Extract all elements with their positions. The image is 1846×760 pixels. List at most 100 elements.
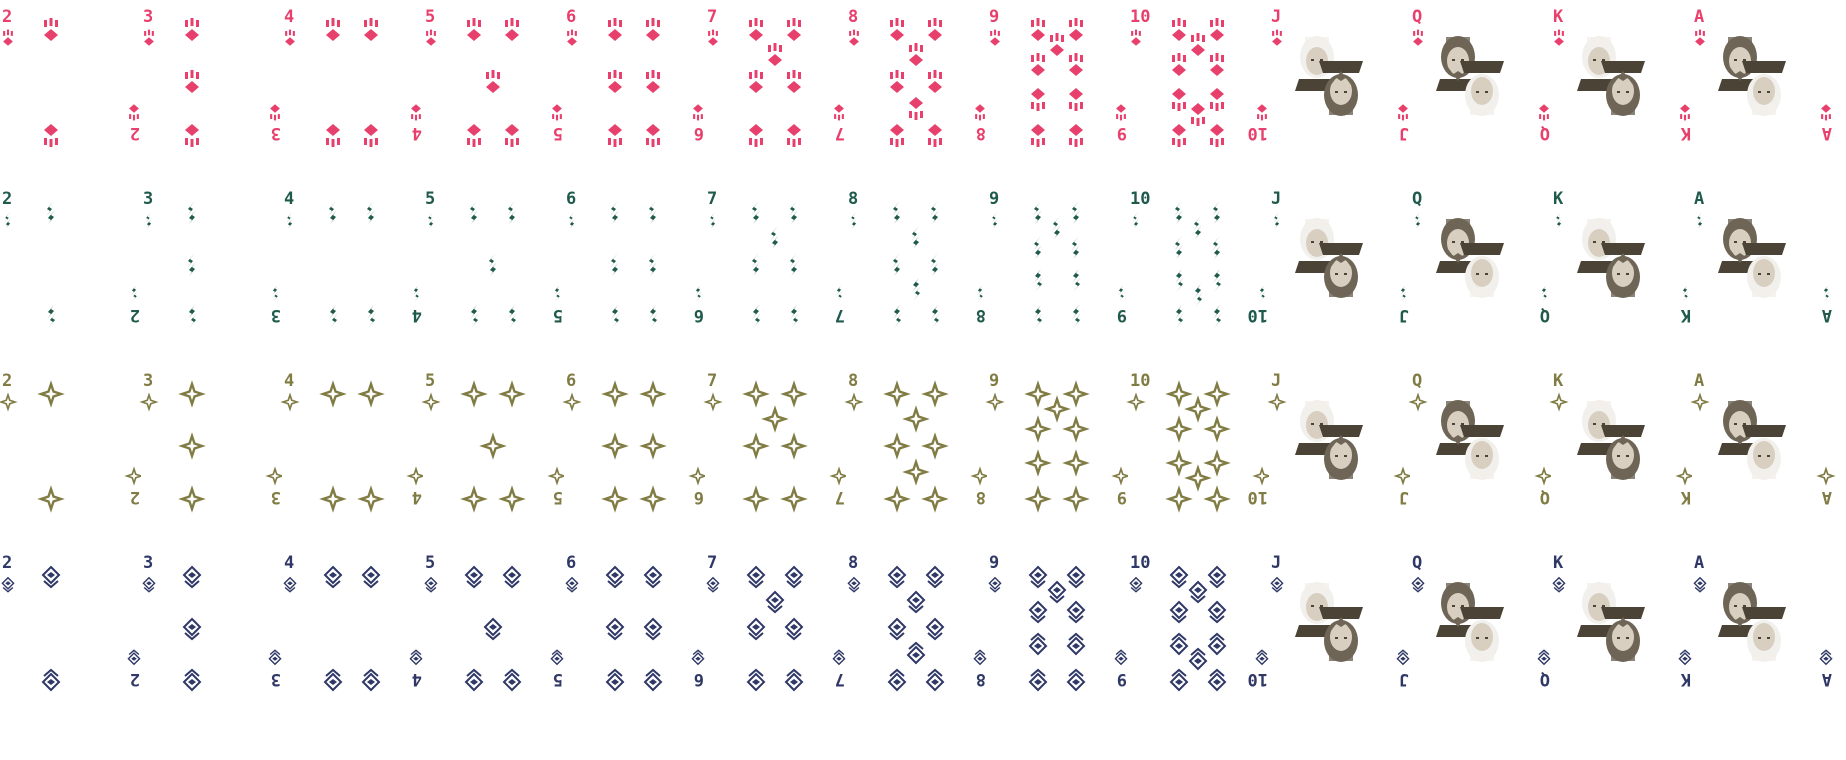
flame-icon bbox=[789, 201, 798, 224]
rank-label-inverted: J bbox=[1399, 123, 1409, 143]
paw-icon bbox=[505, 18, 519, 41]
white-haired-lantern-portrait-icon bbox=[1742, 607, 1786, 662]
card-art: 55 bbox=[424, 553, 564, 692]
paw-icon bbox=[486, 70, 500, 93]
four-point-star-icon bbox=[1252, 466, 1272, 486]
eye-diamond-icon bbox=[41, 668, 61, 692]
rank-label: J bbox=[1271, 371, 1281, 391]
card-10-flames[interactable]: 10 10 bbox=[1128, 189, 1270, 331]
card-art: 22 bbox=[0, 371, 144, 513]
paw-icon bbox=[1210, 88, 1224, 111]
four-point-star-icon bbox=[1203, 380, 1231, 408]
eye-diamond-icon bbox=[925, 565, 945, 589]
flame-icon bbox=[1033, 236, 1042, 259]
eye-diamond-icon bbox=[1066, 668, 1086, 692]
four-point-star-icon bbox=[921, 380, 949, 408]
card-10-stars[interactable]: 10 10 bbox=[1126, 371, 1272, 513]
paw-icon bbox=[909, 97, 923, 120]
card-art: 55 bbox=[421, 371, 567, 513]
rank-label-inverted: 7 bbox=[835, 123, 845, 143]
paw-icon bbox=[411, 104, 421, 121]
flame-icon bbox=[328, 201, 337, 224]
card-10-paws[interactable]: 10 10 bbox=[1128, 7, 1270, 149]
flame-icon bbox=[1213, 269, 1222, 292]
four-point-star-icon bbox=[1024, 380, 1052, 408]
eye-diamond-icon bbox=[1169, 632, 1189, 656]
four-point-star-icon bbox=[178, 432, 206, 460]
four-point-star-icon bbox=[1043, 395, 1071, 423]
dark-haired-woman-portrait-icon bbox=[1601, 61, 1645, 116]
eye-diamond-icon bbox=[1552, 576, 1566, 593]
grey-haired-man-portrait-icon bbox=[1601, 243, 1645, 298]
rank-label-inverted: 5 bbox=[553, 669, 563, 689]
flame-icon bbox=[187, 253, 196, 276]
paw-icon bbox=[3, 29, 13, 46]
eye-diamond-icon bbox=[1066, 632, 1086, 656]
eye-diamond-icon bbox=[1169, 565, 1189, 589]
paw-icon bbox=[749, 70, 763, 93]
card-art: AA bbox=[1694, 189, 1832, 325]
card-art: 33 bbox=[139, 371, 285, 513]
card-10-diamonds[interactable]: 10 10 bbox=[1128, 553, 1270, 695]
flame-icon bbox=[1259, 285, 1266, 302]
flame-icon bbox=[1273, 212, 1280, 229]
four-point-star-icon bbox=[883, 432, 911, 460]
eye-diamond-icon bbox=[605, 565, 625, 589]
rank-label-inverted: 9 bbox=[1117, 669, 1127, 689]
rank-label-inverted: Q bbox=[1540, 123, 1550, 143]
paw-icon bbox=[1069, 18, 1083, 41]
eye-diamond-icon bbox=[746, 565, 766, 589]
bald-elder-portrait-icon bbox=[1460, 243, 1504, 298]
eye-diamond-icon bbox=[1, 576, 15, 593]
paw-icon bbox=[928, 18, 942, 41]
